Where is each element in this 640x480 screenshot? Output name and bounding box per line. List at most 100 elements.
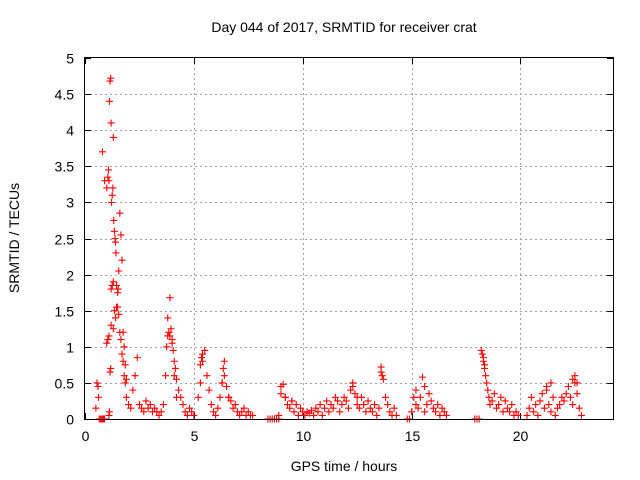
data-point (166, 332, 174, 340)
data-point (408, 408, 416, 416)
data-point (135, 401, 143, 409)
data-point (122, 375, 130, 383)
data-point (486, 401, 494, 409)
data-point (323, 397, 331, 405)
data-point (378, 372, 386, 380)
data-point (108, 198, 116, 206)
data-point (113, 303, 121, 311)
data-point (412, 386, 420, 394)
data-point (294, 411, 302, 419)
data-point (122, 393, 130, 401)
data-point (105, 97, 113, 105)
data-point (197, 354, 205, 362)
data-point (355, 404, 363, 412)
data-point (286, 404, 294, 412)
data-point (127, 404, 135, 412)
data-point (110, 216, 118, 224)
data-point (434, 401, 442, 409)
data-point (549, 393, 557, 401)
data-point (162, 372, 170, 380)
data-point (573, 379, 581, 387)
data-point (495, 401, 503, 409)
data-point (307, 406, 315, 414)
data-point (129, 386, 137, 394)
data-point (118, 256, 126, 264)
data-point (117, 336, 125, 344)
data-point (236, 411, 244, 419)
data-point (503, 404, 511, 412)
data-point (199, 357, 207, 365)
data-point (344, 404, 352, 412)
data-point (107, 119, 115, 127)
data-point (155, 411, 163, 419)
data-point (140, 408, 148, 416)
data-point (110, 307, 118, 315)
data-point (547, 379, 555, 387)
data-point (120, 343, 128, 351)
x-axis-label: GPS time / hours (291, 458, 398, 474)
data-point (111, 238, 119, 246)
data-point (133, 354, 141, 362)
data-point (571, 372, 579, 380)
data-point (107, 285, 115, 293)
data-point (340, 393, 348, 401)
data-point (207, 401, 215, 409)
data-points (92, 74, 585, 423)
data-point (349, 383, 357, 391)
data-point (109, 278, 117, 286)
data-point (331, 393, 339, 401)
data-point (103, 339, 111, 347)
data-point (540, 404, 548, 412)
data-point (164, 314, 172, 322)
data-point (120, 372, 128, 380)
data-point (281, 393, 289, 401)
data-point (163, 343, 171, 351)
data-point (199, 350, 207, 358)
data-point (321, 404, 329, 412)
data-point (209, 408, 217, 416)
data-point (386, 408, 394, 416)
data-point (125, 401, 133, 409)
data-point (103, 184, 111, 192)
data-point (501, 397, 509, 405)
data-point (392, 411, 400, 419)
data-point (438, 404, 446, 412)
chart-title: Day 044 of 2017, SRMTID for receiver cra… (211, 19, 476, 35)
data-point (423, 401, 431, 409)
data-point (157, 408, 165, 416)
data-point (353, 393, 361, 401)
data-point (573, 390, 581, 398)
data-point (240, 404, 248, 412)
data-point (98, 148, 106, 156)
data-point (109, 133, 117, 141)
y-tick-labels: 0 0.5 1 1.5 2 2.5 3 3.5 4 4.5 5 (55, 51, 75, 428)
data-point (479, 354, 487, 362)
y-tick-label: 3.5 (55, 159, 75, 175)
data-point (538, 390, 546, 398)
y-tick-label: 5 (66, 51, 74, 67)
data-point (212, 411, 220, 419)
data-point (312, 404, 320, 412)
data-point (416, 393, 424, 401)
data-point (172, 393, 180, 401)
data-point (512, 408, 520, 416)
data-point (118, 350, 126, 358)
x-tick-label: 0 (82, 428, 90, 444)
data-point (92, 404, 100, 412)
data-point (373, 411, 381, 419)
data-point (112, 249, 120, 257)
data-point (190, 411, 198, 419)
data-point (432, 408, 440, 416)
data-point (114, 285, 122, 293)
grid-lines (85, 58, 613, 419)
data-point (429, 404, 437, 412)
data-point (567, 393, 575, 401)
data-point (490, 390, 498, 398)
data-point (220, 357, 228, 365)
y-tick-label: 4 (66, 123, 74, 139)
data-point (412, 401, 420, 409)
data-point (216, 393, 224, 401)
data-point (499, 408, 507, 416)
y-tick-label: 3 (66, 195, 74, 211)
